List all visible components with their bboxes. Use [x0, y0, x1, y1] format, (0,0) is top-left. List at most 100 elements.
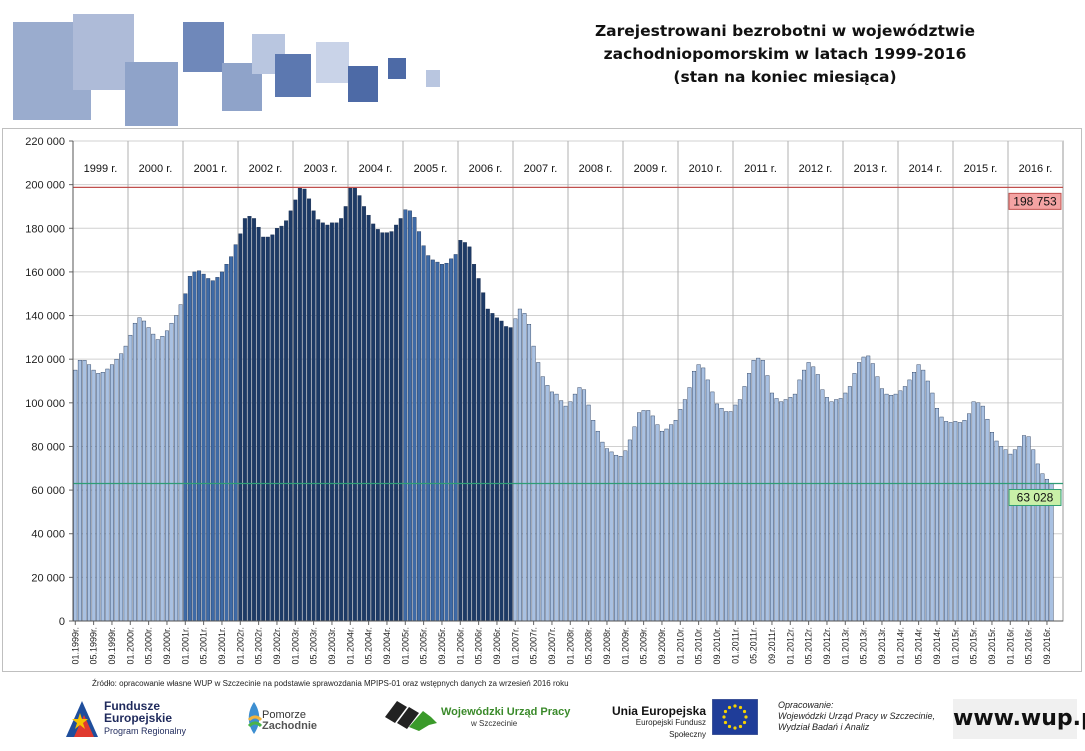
- title-line-2: zachodniopomorskim w latach 1999-2016: [560, 43, 1010, 66]
- bar: [688, 388, 692, 621]
- bar: [509, 328, 513, 621]
- bar: [527, 324, 531, 621]
- bar: [426, 256, 430, 621]
- decorative-square: [348, 66, 378, 102]
- year-label: 2013 r.: [854, 163, 888, 175]
- bar: [944, 421, 948, 621]
- eu-star: [744, 715, 747, 718]
- year-label: 2012 r.: [799, 163, 833, 175]
- bar: [711, 392, 715, 621]
- x-tick-label: 01.2015r.: [950, 627, 960, 665]
- bar: [454, 254, 458, 621]
- bar: [371, 224, 375, 621]
- bar: [266, 237, 270, 621]
- bar: [289, 211, 293, 621]
- eu-star: [743, 721, 746, 724]
- bar: [876, 377, 880, 621]
- y-tick-label: 80 000: [31, 441, 65, 453]
- bar: [871, 364, 875, 621]
- website-link[interactable]: www.wup.pl: [953, 699, 1077, 739]
- bar: [844, 393, 848, 621]
- x-tick-label: 09.2009r.: [657, 627, 667, 665]
- x-tick-label: 01.2012r.: [785, 627, 795, 665]
- x-tick-label: 05.2007r.: [529, 627, 539, 665]
- bar: [523, 313, 527, 621]
- bar: [165, 331, 169, 621]
- bar: [976, 403, 980, 621]
- x-tick-label: 09.2003r.: [327, 627, 337, 665]
- ue-title: Unia Europejska: [600, 705, 706, 717]
- bar: [935, 408, 939, 621]
- bar: [734, 405, 738, 621]
- bar: [596, 431, 600, 621]
- bar: [986, 419, 990, 621]
- year-label: 2008 r.: [579, 163, 613, 175]
- x-tick-label: 01.2010r.: [675, 627, 685, 665]
- eu-flag-icon: [712, 699, 758, 735]
- ue-sub: Europejski Fundusz Społeczny: [600, 717, 706, 741]
- x-tick-label: 09.2006r.: [492, 627, 502, 665]
- x-tick-label: 05.2000r.: [144, 627, 154, 665]
- bar: [738, 400, 742, 621]
- chart-area: 0 20 000 40 000 60 000 80 000 100 000 120 000 1…: [2, 128, 1082, 672]
- page-title: Zarejestrowani bezrobotni w województwie…: [560, 20, 1010, 89]
- eu-star: [728, 725, 731, 728]
- year-label: 2015 r.: [964, 163, 998, 175]
- x-tick-label: 01.2006r.: [455, 627, 465, 665]
- bar: [481, 293, 485, 621]
- eu-star: [743, 710, 746, 713]
- bar: [770, 393, 774, 621]
- bar: [903, 386, 907, 621]
- bar: [1018, 446, 1022, 621]
- bar: [202, 274, 206, 621]
- bar: [390, 232, 394, 621]
- bar: [679, 409, 683, 621]
- bar: [307, 199, 311, 621]
- bar: [193, 272, 197, 621]
- x-tick-label: 05.2006r.: [474, 627, 484, 665]
- y-tick-label: 120 000: [25, 354, 65, 366]
- y-tick-label: 0: [59, 616, 65, 628]
- year-label: 2003 r.: [304, 163, 338, 175]
- bar: [261, 237, 265, 621]
- x-tick-label: 05.2016r.: [1024, 627, 1034, 665]
- year-label: 2004 r.: [359, 163, 393, 175]
- bar: [339, 218, 343, 621]
- x-tick-label: 01.2009r.: [620, 627, 630, 665]
- bar: [459, 240, 463, 621]
- bar: [468, 247, 472, 621]
- year-label: 2016 r.: [1019, 163, 1053, 175]
- bar: [257, 227, 261, 621]
- bar: [74, 370, 78, 621]
- bar: [161, 336, 165, 621]
- fe-title2: Europejskie: [104, 711, 172, 725]
- bar: [894, 394, 898, 621]
- bar: [252, 218, 256, 621]
- bar: [1009, 454, 1013, 621]
- year-label: 1999 r.: [84, 163, 118, 175]
- bar: [669, 425, 673, 621]
- bar: [569, 402, 573, 621]
- bar: [715, 404, 719, 621]
- fundusze-europejskie-logo: [62, 697, 102, 741]
- bar: [591, 420, 595, 621]
- bar: [211, 281, 215, 621]
- bar: [184, 294, 188, 621]
- x-tick-label: 05.2008r.: [584, 627, 594, 665]
- bar: [110, 365, 114, 621]
- bar: [729, 412, 733, 621]
- title-line-3: (stan na koniec miesiąca): [560, 66, 1010, 89]
- bar: [174, 316, 178, 621]
- bar: [839, 398, 843, 621]
- bar: [990, 432, 994, 621]
- bar: [665, 429, 669, 621]
- bar: [889, 395, 893, 621]
- year-label: 2007 r.: [524, 163, 558, 175]
- bar: [848, 386, 852, 621]
- x-tick-label: 05.2009r.: [639, 627, 649, 665]
- bar: [550, 392, 554, 621]
- bar: [862, 357, 866, 621]
- bar: [477, 278, 481, 621]
- y-tick-label: 160 000: [25, 267, 65, 279]
- bar: [216, 277, 220, 621]
